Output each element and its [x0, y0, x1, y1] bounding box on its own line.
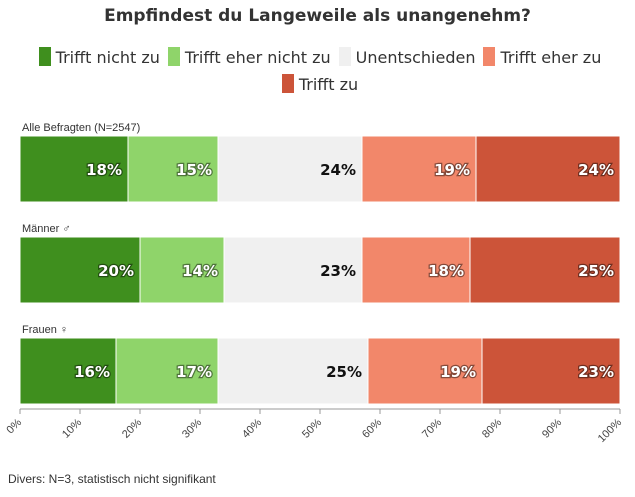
category-label: Männer ♂ [22, 223, 71, 235]
data-label: 15% [176, 161, 212, 179]
data-label: 18% [86, 161, 122, 179]
legend-label: Unentschieden [355, 48, 476, 67]
x-tick-label: 90% [540, 416, 564, 440]
data-label: 19% [434, 161, 470, 179]
x-tick-label: 60% [360, 416, 384, 440]
bar-segment [139, 236, 225, 304]
legend-swatch [38, 47, 51, 66]
bar-segment [475, 135, 621, 203]
category-label: Alle Befragten (N=2547) [22, 122, 140, 134]
legend-label: Trifft eher nicht zu [184, 48, 331, 67]
data-label: 23% [578, 363, 614, 381]
bar-segment [361, 135, 477, 203]
x-tick-label: 20% [120, 416, 144, 440]
x-tick-label: 100% [596, 416, 625, 445]
footnote: Divers: N=3, statistisch nicht signifika… [8, 472, 216, 486]
data-label: 19% [440, 363, 476, 381]
data-label: 14% [182, 262, 218, 280]
bar-segment [481, 337, 621, 405]
data-label: 25% [578, 262, 614, 280]
legend: Trifft nicht zu Trifft eher nicht zu Unent… [20, 44, 620, 98]
legend-label: Trifft nicht zu [55, 48, 160, 67]
bar-segment [361, 236, 471, 304]
data-label: 23% [320, 262, 356, 280]
data-label: 18% [428, 262, 464, 280]
bar-segment [19, 337, 117, 405]
x-tick-label: 30% [180, 416, 204, 440]
x-tick-label: 50% [300, 416, 324, 440]
legend-item: Trifft zu [281, 71, 359, 98]
data-label: 16% [74, 363, 110, 381]
bar-segment [115, 337, 219, 405]
x-tick-label: 0% [4, 416, 24, 436]
bar-segment [127, 135, 219, 203]
bar-segment [223, 236, 363, 304]
x-tick-label: 40% [240, 416, 264, 440]
legend-swatch [338, 47, 351, 66]
legend-label: Trifft zu [298, 75, 359, 94]
data-label: 20% [98, 262, 134, 280]
legend-item: Trifft nicht zu [38, 44, 160, 71]
bar-segment [367, 337, 483, 405]
category-label: Frauen ♀ [22, 324, 68, 336]
x-tick-label: 80% [480, 416, 504, 440]
chart-title: Empfindest du Langeweile als unangenehm? [104, 6, 531, 26]
legend-swatch [167, 47, 180, 66]
x-tick-label: 10% [60, 416, 84, 440]
data-label: 24% [578, 161, 614, 179]
legend-item: Unentschieden [338, 44, 476, 71]
bar-segment [217, 337, 369, 405]
legend-label: Trifft eher zu [500, 48, 602, 67]
data-label: 25% [326, 363, 362, 381]
legend-item: Trifft eher nicht zu [167, 44, 331, 71]
legend-swatch [483, 47, 496, 66]
data-label: 17% [176, 363, 212, 381]
data-label: 24% [320, 161, 356, 179]
bar-segment [19, 236, 141, 304]
bar-segment [469, 236, 621, 304]
legend-swatch [281, 74, 294, 93]
legend-item: Trifft eher zu [483, 44, 601, 71]
x-tick-label: 70% [420, 416, 444, 440]
